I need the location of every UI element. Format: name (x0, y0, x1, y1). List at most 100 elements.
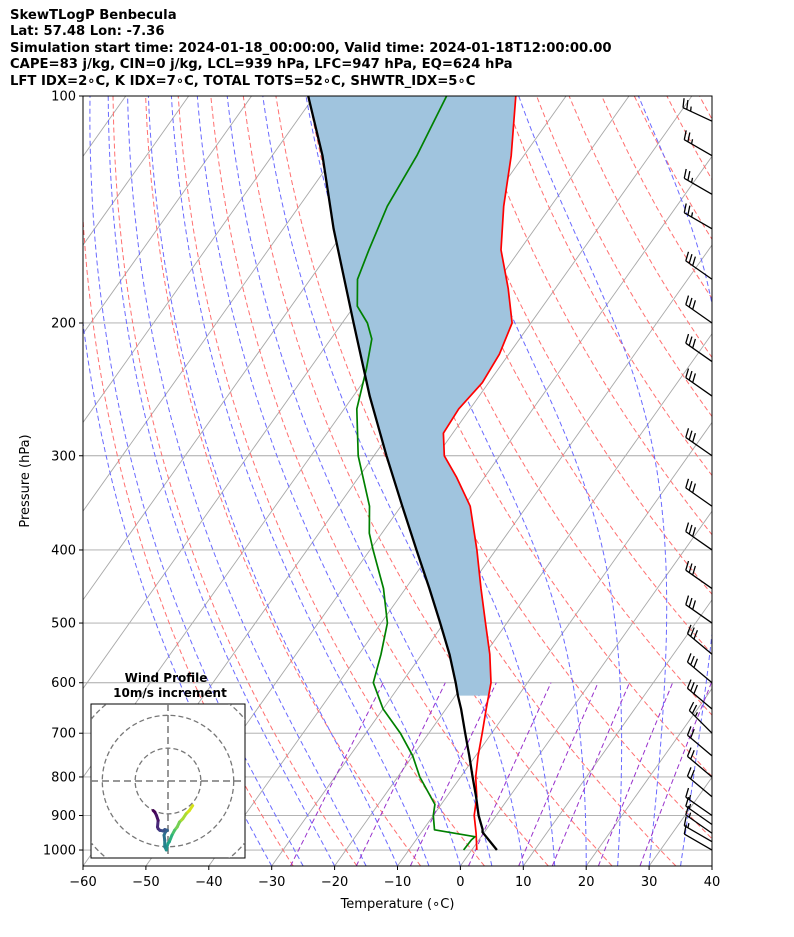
x-tick-label: 40 (704, 875, 721, 890)
barb-staff (685, 531, 713, 551)
barb-staff (685, 569, 713, 590)
barb-staff (683, 825, 713, 843)
dry-adiabat-line (177, 96, 485, 866)
barb-full-feather (690, 682, 695, 692)
x-axis-label: Temperature (∘C) (340, 897, 455, 912)
y-axis-label: Pressure (hPa) (18, 434, 33, 527)
barb-half-feather (694, 712, 699, 717)
barb-half-feather (690, 177, 694, 183)
moist-adiabat-line (170, 96, 430, 866)
barb-full-feather (688, 701, 695, 711)
wind-barb (686, 624, 713, 655)
barb-full-feather (688, 524, 693, 535)
parcel-profile-line (307, 96, 498, 851)
x-tick-label: −60 (69, 875, 96, 890)
barb-full-feather (692, 483, 696, 493)
dry-adiabat-line (275, 96, 677, 866)
chart-header: SkewTLogP Benbecula Lat: 57.48 Lon: -7.3… (10, 8, 612, 90)
barb-staff (682, 107, 713, 122)
barb-staff (687, 661, 713, 684)
y-tick-label: 800 (51, 770, 76, 785)
x-tick-label: 20 (578, 875, 595, 890)
barb-full-feather (692, 565, 696, 576)
barb-staff (685, 377, 713, 397)
barb-full-feather (688, 430, 693, 441)
barb-staff (688, 710, 713, 734)
wind-barb (685, 251, 713, 280)
wind-barb (682, 98, 713, 122)
barb-full-feather (688, 297, 693, 308)
x-tick-label: −50 (132, 875, 159, 890)
hodograph-ring (101, 714, 235, 848)
wind-barb (685, 595, 713, 624)
y-tick-label: 100 (51, 90, 76, 105)
isotherm-line (208, 155, 712, 866)
barb-full-feather (687, 132, 691, 142)
wind-barb (686, 653, 713, 684)
barb-full-feather (686, 767, 692, 777)
x-tick-label: −40 (195, 875, 222, 890)
barb-full-feather (688, 563, 693, 573)
barb-full-feather (685, 478, 690, 489)
barb-staff (685, 260, 713, 280)
wind-barb (685, 428, 713, 457)
barb-full-feather (686, 624, 692, 634)
wind-barb (683, 816, 713, 843)
y-tick-label: 400 (51, 543, 76, 558)
barb-full-feather (688, 370, 693, 381)
barb-full-feather (685, 333, 690, 344)
dry-adiabat-line (699, 96, 712, 121)
isotherm-line (585, 687, 712, 866)
barb-full-feather (688, 481, 693, 491)
isotherm-line (83, 96, 190, 246)
mixing-ratio-line (597, 682, 674, 866)
moist-adiabat-line (226, 96, 493, 866)
dry-adiabat-line (470, 96, 712, 536)
temperature-profile-line (442, 96, 517, 851)
barb-staff (685, 805, 713, 826)
barb-half-feather (689, 106, 692, 112)
isotherm-line (522, 599, 712, 866)
dry-adiabat-line (765, 96, 794, 866)
moist-adiabat-line (147, 96, 398, 866)
barb-full-feather (686, 726, 692, 736)
isotherm-line (775, 96, 794, 866)
barb-full-feather (692, 600, 696, 610)
isotherm-line (83, 96, 252, 335)
wind-barb (686, 767, 713, 798)
mixing-ratio-line (290, 682, 384, 866)
y-tick-label: 700 (51, 727, 76, 742)
hodograph-segment (151, 809, 157, 814)
barb-staff (687, 775, 713, 798)
barb-full-feather (686, 653, 692, 663)
moist-adiabat-line (711, 863, 712, 866)
wind-barb (685, 787, 713, 817)
mixing-ratio-line (355, 682, 446, 866)
cape-area (308, 96, 516, 696)
barb-staff (683, 833, 713, 851)
dry-adiabat-line (210, 96, 549, 866)
barb-staff (687, 734, 713, 757)
x-tick-label: −10 (384, 875, 411, 890)
barb-full-feather (688, 254, 693, 264)
moist-adiabat-line (127, 96, 367, 866)
chart-axes: −60 −50 −40 −30 −20 −10 0 10 20 30 40 1000 900 800 700… (18, 90, 720, 913)
barb-full-feather (693, 684, 699, 695)
station-title: SkewTLogP Benbecula (10, 8, 177, 23)
wind-barb (686, 747, 713, 778)
wind-barb (685, 368, 713, 397)
barb-staff (685, 814, 713, 834)
barb-full-feather (685, 428, 690, 438)
dry-adiabat-line (601, 96, 712, 300)
dry-adiabat-line (405, 96, 712, 656)
barb-full-feather (686, 747, 692, 757)
barb-full-feather (685, 787, 690, 798)
y-tick-label: 900 (51, 809, 76, 824)
barb-full-feather (688, 597, 693, 608)
barb-staff (685, 796, 713, 817)
y-tick-label: 500 (51, 617, 76, 632)
hodograph-title: Wind Profile (125, 671, 208, 685)
barb-staff (685, 604, 713, 624)
barb-staff (685, 304, 713, 324)
mixing-ratio-line (468, 682, 552, 866)
